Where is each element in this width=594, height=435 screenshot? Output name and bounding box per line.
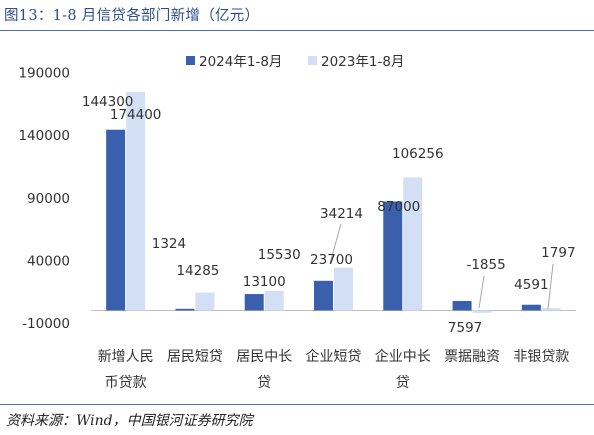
bar-series2 [195, 292, 215, 311]
bar-series1 [175, 308, 195, 311]
x-category-label: 企业短贷 [306, 348, 362, 365]
legend-swatch [186, 56, 195, 65]
bar-series1 [314, 280, 333, 311]
bar-series2 [264, 291, 284, 311]
leader-line [329, 223, 342, 264]
title-divider [0, 30, 594, 31]
data-label: 15530 [258, 247, 301, 263]
x-category-label: 贷 [396, 375, 410, 391]
x-category-label: 币贷款 [105, 375, 147, 391]
x-category-label: 居民短贷 [167, 349, 223, 365]
data-label: 87000 [377, 199, 420, 215]
data-label: 1797 [541, 245, 575, 261]
leader-lines [329, 223, 554, 310]
bar-series2 [334, 267, 353, 311]
data-labels: 144300 1324 13100 23700 87000 7597 4591 174400 1… [82, 94, 576, 336]
data-label: 34214 [320, 206, 363, 222]
bar-series1 [521, 304, 541, 311]
y-tick-label: 40000 [27, 253, 70, 269]
bar-series1 [452, 300, 472, 311]
legend: 2024年1-8月 2023年1-8月 [186, 54, 404, 70]
leader-line [547, 263, 554, 310]
y-tick-label: 190000 [18, 66, 70, 82]
bars-group [106, 92, 561, 313]
x-category-label: 贷 [257, 375, 271, 391]
data-label: 13100 [243, 274, 286, 290]
data-label: 106256 [392, 146, 444, 162]
x-category-label: 居民中长 [236, 349, 292, 365]
legend-label: 2024年1-8月 [199, 54, 282, 70]
bar-series2 [126, 92, 146, 311]
y-tick-label: 90000 [27, 191, 70, 207]
bar-series1 [383, 201, 403, 311]
data-label: 7597 [448, 320, 482, 336]
bar-series1 [244, 294, 264, 311]
x-category-label: 新增人民 [98, 349, 154, 365]
x-category-label: 非银贷款 [513, 349, 569, 365]
data-label: 23700 [310, 252, 353, 268]
data-label: 144300 [82, 94, 134, 110]
data-label: 1324 [152, 236, 186, 252]
data-label: 174400 [110, 107, 162, 123]
source-divider [0, 404, 594, 405]
data-label: 4591 [514, 277, 548, 293]
source-note: 资料来源：Wind，中国银河证券研究院 [6, 413, 253, 429]
data-label: -1855 [466, 257, 505, 273]
y-axis: 190000 140000 90000 40000 -10000 [18, 66, 576, 332]
bar-series2 [472, 310, 492, 313]
legend-label: 2023年1-8月 [321, 54, 404, 70]
y-tick-label: 140000 [18, 128, 70, 144]
x-category-label: 企业中长 [375, 348, 431, 365]
legend-swatch [308, 56, 317, 65]
y-tick-label: -10000 [22, 316, 70, 332]
leader-line [478, 275, 485, 309]
bar-series2 [403, 177, 423, 311]
bar-series2 [541, 308, 561, 311]
data-label: 14285 [176, 263, 219, 279]
x-category-label: 票据融资 [444, 349, 500, 365]
bar-series1 [106, 129, 126, 311]
chart-title: 图13：1-8 月信贷各部门新增（亿元） [4, 8, 260, 24]
